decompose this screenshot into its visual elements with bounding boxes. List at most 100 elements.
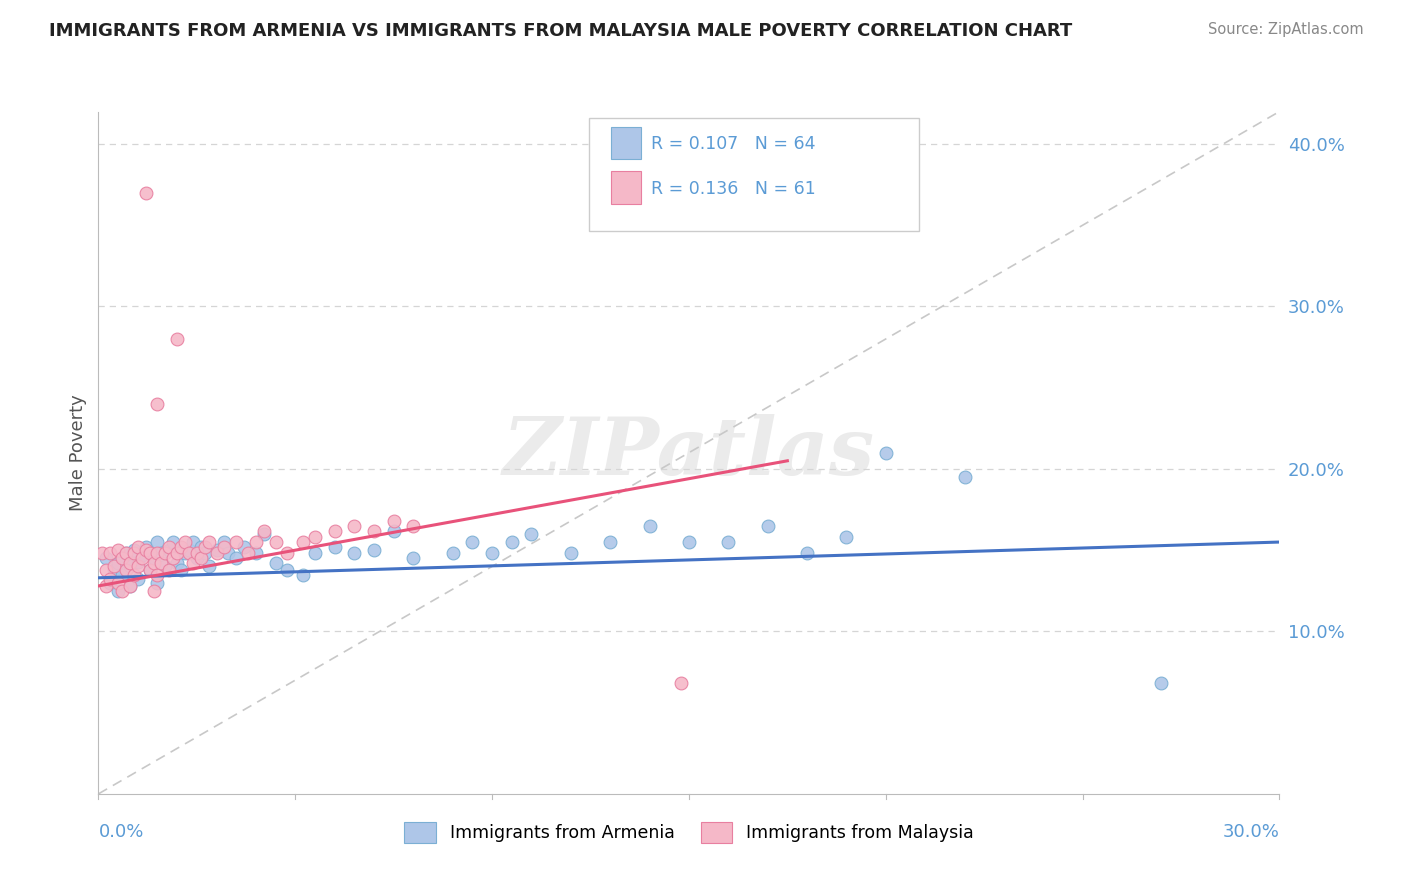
Point bbox=[835, 530, 858, 544]
Point bbox=[170, 563, 193, 577]
Point bbox=[127, 573, 149, 587]
Point bbox=[501, 535, 523, 549]
Point bbox=[174, 546, 197, 560]
Point bbox=[253, 524, 276, 538]
Point bbox=[343, 518, 366, 533]
Point bbox=[225, 535, 247, 549]
Point bbox=[142, 551, 165, 566]
Point bbox=[135, 540, 157, 554]
Point bbox=[91, 546, 114, 560]
Point bbox=[146, 567, 169, 582]
Point bbox=[233, 540, 256, 554]
Point bbox=[177, 543, 200, 558]
Point bbox=[323, 540, 346, 554]
Point bbox=[98, 575, 121, 590]
Point bbox=[138, 563, 160, 577]
Point bbox=[304, 546, 326, 560]
Point bbox=[245, 535, 267, 549]
Point bbox=[107, 556, 129, 570]
Point bbox=[127, 555, 149, 569]
Text: ZIPatlas: ZIPatlas bbox=[503, 414, 875, 491]
Point bbox=[304, 530, 326, 544]
Point bbox=[150, 546, 173, 560]
Point bbox=[520, 527, 543, 541]
Point bbox=[127, 540, 149, 554]
Point bbox=[214, 535, 236, 549]
Point bbox=[118, 556, 141, 570]
Point bbox=[205, 546, 228, 560]
Point bbox=[174, 535, 197, 549]
Point bbox=[236, 546, 259, 560]
Point bbox=[292, 535, 315, 549]
Legend: Immigrants from Armenia, Immigrants from Malaysia: Immigrants from Armenia, Immigrants from… bbox=[398, 815, 980, 850]
Point bbox=[205, 543, 228, 558]
Point bbox=[166, 546, 188, 560]
Point bbox=[96, 551, 118, 566]
Point bbox=[560, 546, 582, 560]
Text: R = 0.136   N = 61: R = 0.136 N = 61 bbox=[651, 179, 815, 198]
FancyBboxPatch shape bbox=[612, 127, 641, 160]
Point bbox=[181, 556, 204, 570]
Point bbox=[756, 518, 779, 533]
Point bbox=[98, 573, 121, 587]
Point bbox=[194, 540, 217, 554]
Point bbox=[214, 540, 236, 554]
Point bbox=[953, 470, 976, 484]
Point bbox=[186, 546, 208, 560]
Point bbox=[157, 540, 180, 554]
Point bbox=[98, 546, 121, 560]
Point bbox=[155, 546, 177, 560]
Point bbox=[115, 546, 138, 560]
Point bbox=[162, 551, 184, 566]
Point bbox=[122, 546, 145, 560]
Point bbox=[118, 559, 141, 574]
Point bbox=[875, 446, 897, 460]
Point bbox=[276, 546, 298, 560]
Point bbox=[253, 527, 276, 541]
Text: 30.0%: 30.0% bbox=[1223, 823, 1279, 841]
Point bbox=[155, 559, 177, 574]
Point bbox=[402, 551, 425, 566]
Point bbox=[190, 540, 212, 554]
Point bbox=[1150, 676, 1173, 690]
Point bbox=[678, 535, 700, 549]
Point bbox=[131, 548, 153, 562]
Point bbox=[162, 535, 184, 549]
Point bbox=[638, 518, 661, 533]
Point bbox=[157, 543, 180, 558]
Point bbox=[197, 535, 219, 549]
Point bbox=[96, 563, 118, 577]
Point bbox=[157, 563, 180, 577]
Point bbox=[190, 551, 212, 566]
Point bbox=[181, 535, 204, 549]
Point bbox=[107, 575, 129, 590]
Point bbox=[217, 546, 239, 560]
Point bbox=[441, 546, 464, 560]
Point bbox=[122, 543, 145, 558]
Point bbox=[142, 556, 165, 570]
Point bbox=[382, 524, 405, 538]
Point bbox=[796, 546, 818, 560]
Point bbox=[363, 543, 385, 558]
FancyBboxPatch shape bbox=[589, 119, 920, 231]
Point bbox=[276, 563, 298, 577]
Point bbox=[150, 556, 173, 570]
Point bbox=[107, 583, 129, 598]
Point bbox=[118, 579, 141, 593]
Point bbox=[197, 559, 219, 574]
Point bbox=[245, 546, 267, 560]
Point bbox=[166, 332, 188, 346]
Point bbox=[717, 535, 740, 549]
Point bbox=[135, 543, 157, 558]
Point bbox=[127, 559, 149, 574]
Text: R = 0.107   N = 64: R = 0.107 N = 64 bbox=[651, 136, 815, 153]
Point bbox=[103, 563, 125, 577]
Point bbox=[111, 567, 134, 582]
Point bbox=[118, 579, 141, 593]
Point bbox=[343, 546, 366, 560]
Point bbox=[146, 535, 169, 549]
Point bbox=[135, 186, 157, 200]
Point bbox=[669, 676, 692, 690]
Point bbox=[292, 567, 315, 582]
Point bbox=[264, 535, 287, 549]
